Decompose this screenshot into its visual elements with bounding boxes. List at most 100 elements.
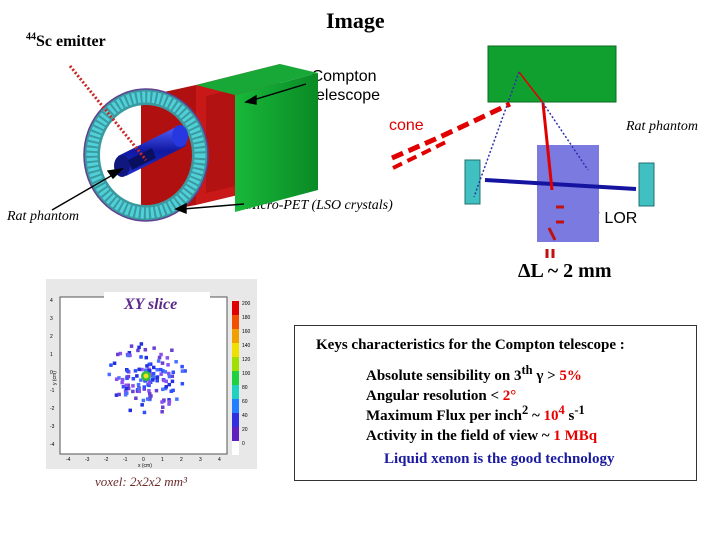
micropet-label: Micro-PET (LSO crystals)	[245, 198, 393, 213]
activity-voxel	[160, 361, 165, 365]
conclusion-text: Liquid xenon is the good technology	[384, 451, 615, 467]
activity-voxel	[170, 348, 174, 352]
activity-voxel	[126, 386, 131, 391]
colorbar-tick-label: 120	[242, 357, 251, 363]
image-title: Image	[326, 8, 385, 33]
delta-l-label: ΔL ~ 2 mm	[518, 260, 612, 282]
activity-voxel	[114, 377, 119, 381]
activity-voxel	[175, 397, 179, 401]
activity-voxel	[162, 398, 166, 402]
activity-voxel	[126, 353, 130, 358]
compton-schematic	[390, 45, 655, 258]
activity-voxel	[167, 399, 172, 404]
colorbar-segment	[232, 371, 239, 385]
activity-voxel	[170, 379, 175, 384]
activity-voxel	[125, 369, 130, 373]
y-axis-label: y (cm)	[52, 371, 58, 385]
activity-voxel	[143, 348, 148, 352]
y-tick-label: 1	[50, 352, 53, 358]
cone-edge	[542, 102, 589, 171]
activity-voxel	[129, 344, 134, 348]
x-tick-label: -3	[85, 457, 90, 463]
activity-voxel	[136, 348, 140, 353]
key-item-angular: Angular resolution < 2°	[366, 388, 517, 404]
colorbar-segment	[232, 329, 239, 343]
activity-voxel	[133, 369, 138, 373]
rat-phantom-cylinder	[114, 125, 188, 177]
emitter-photon-path	[68, 65, 148, 161]
activity-voxel	[120, 380, 124, 385]
pet-detector-left	[464, 159, 481, 205]
activity-voxel	[140, 403, 144, 407]
activity-voxel	[120, 377, 125, 382]
gamma-path	[541, 102, 554, 191]
activity-voxel	[139, 378, 143, 382]
x-tick-label: 4	[218, 457, 221, 463]
activity-voxel	[137, 386, 141, 391]
activity-voxel	[160, 400, 164, 404]
activity-voxel	[117, 392, 121, 397]
activity-voxel	[118, 351, 123, 356]
x-tick-label: 2	[180, 457, 183, 463]
activity-voxel	[161, 405, 165, 409]
colorbar-tick-label: 80	[242, 385, 248, 391]
activity-voxel	[154, 388, 159, 393]
xy-slice-label-box	[104, 292, 210, 318]
activity-voxel	[148, 392, 152, 396]
activity-voxel	[183, 369, 187, 373]
activity-voxel	[163, 386, 168, 391]
pointer-arrows	[51, 83, 307, 215]
activity-voxel	[167, 371, 171, 376]
x-tick-label: 1	[161, 457, 164, 463]
colorbar	[232, 301, 239, 455]
activity-voxel	[137, 367, 141, 372]
activity-voxel	[180, 364, 184, 369]
x-tick-label: -4	[66, 457, 71, 463]
keys-title: Keys characteristics for the Compton tel…	[316, 337, 625, 353]
activity-voxel	[144, 368, 148, 373]
colorbar-tick-label: 0	[242, 441, 245, 447]
activity-voxel	[169, 389, 173, 393]
activity-voxel	[142, 410, 147, 415]
y-tick-label: 4	[50, 298, 53, 304]
pet-detector-right	[638, 162, 655, 207]
activity-voxel	[137, 345, 141, 350]
key-item-flux: Maximum Flux per inch2 ~ 104 s-1	[366, 403, 585, 424]
compton-cone-dashes	[390, 101, 512, 161]
activity-voxel	[166, 363, 170, 367]
activity-voxel	[121, 385, 126, 389]
colorbar-segment	[232, 413, 239, 427]
colorbar-tick-label: 100	[242, 371, 251, 377]
compton-line1: Compton	[311, 68, 377, 85]
hotspot-core	[143, 373, 149, 379]
activity-voxel	[160, 410, 164, 414]
activity-voxel	[151, 378, 155, 382]
activity-voxel	[124, 386, 129, 391]
activity-voxel	[155, 378, 159, 382]
compton-detector-block	[487, 45, 617, 103]
activity-voxel	[164, 385, 168, 389]
activity-voxel	[161, 387, 165, 392]
colorbar-segment	[232, 441, 239, 455]
activity-voxel	[116, 352, 120, 357]
sc-emitter-label: 44Sc emitter	[26, 32, 106, 51]
line-of-response	[484, 178, 637, 191]
activity-voxel	[142, 387, 146, 391]
colorbar-segment	[232, 301, 239, 315]
activity-voxel	[180, 369, 185, 373]
activity-voxel	[144, 355, 148, 360]
activity-voxel	[147, 381, 151, 385]
x-tick-label: 3	[199, 457, 202, 463]
activity-voxel	[145, 397, 150, 401]
colorbar-segment	[232, 315, 239, 329]
activity-voxel	[167, 382, 171, 387]
activity-voxel	[147, 383, 151, 388]
key-item-activity: Activity in the field of view ~ 1 MBq	[366, 428, 598, 444]
xy-slice-label: XY slice	[124, 296, 178, 313]
x-tick-label: -1	[123, 457, 128, 463]
activity-voxel	[171, 370, 175, 374]
activity-voxel	[165, 356, 170, 360]
activity-voxel	[149, 372, 154, 377]
colorbar-segment	[232, 343, 239, 357]
activity-voxel	[148, 369, 152, 373]
